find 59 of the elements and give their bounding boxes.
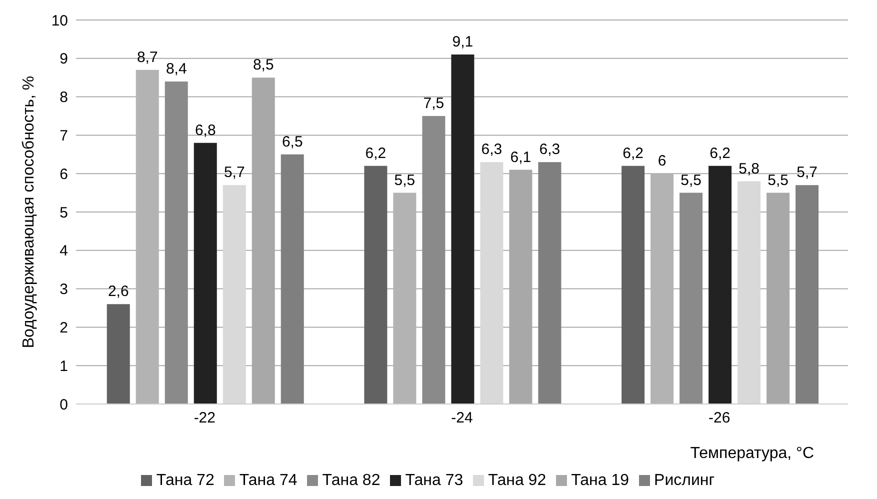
x-axis-title: Температура, °C (690, 445, 814, 462)
data-label: 2,6 (108, 283, 129, 300)
data-label: 5,7 (796, 164, 818, 182)
bar (622, 166, 645, 404)
data-label: 5,5 (768, 172, 788, 189)
data-label: 6,2 (710, 144, 730, 162)
data-label: 6,8 (194, 122, 216, 139)
data-label: 8,4 (166, 60, 187, 78)
bar (164, 81, 188, 404)
bar (538, 162, 562, 404)
data-label: 7,5 (423, 95, 444, 112)
y-tick-label: 8 (60, 89, 68, 106)
bar (680, 192, 703, 404)
legend-label: Тана 74 (239, 472, 298, 489)
data-label: 6,3 (481, 141, 502, 158)
bar (222, 185, 246, 404)
y-tick-label: 5 (60, 204, 68, 222)
y-axis-title: Водоудерживающая способность, % (20, 76, 38, 348)
x-tick-label: -22 (194, 410, 216, 427)
legend-label: Тана 72 (156, 472, 214, 489)
data-label: 8,5 (252, 56, 274, 74)
bar (364, 166, 388, 404)
bar (280, 154, 304, 404)
legend-label: Тана 82 (322, 472, 380, 489)
data-label: 9,1 (452, 34, 474, 51)
bar (451, 54, 474, 404)
legend-label: Тана 19 (571, 472, 630, 489)
legend-label: Тана 92 (488, 472, 546, 489)
legend-label: Тана 73 (405, 472, 464, 489)
data-label: 6,5 (282, 133, 303, 150)
data-label: 6,2 (365, 144, 386, 162)
bar (480, 162, 504, 404)
data-label: 6,2 (622, 144, 644, 162)
data-label: 5,7 (224, 164, 245, 182)
data-label: 8,7 (136, 48, 158, 66)
y-tick-label: 3 (60, 281, 68, 298)
data-label: 5,5 (394, 172, 416, 189)
bar (106, 304, 130, 404)
bar (422, 116, 446, 404)
data-label: 5,8 (738, 160, 760, 178)
bar (194, 142, 217, 404)
data-label: 6,3 (539, 141, 560, 158)
bar (796, 185, 819, 404)
x-tick-label: -26 (708, 410, 730, 427)
data-label: 6,1 (510, 148, 532, 166)
data-label: 6 (658, 152, 666, 170)
data-label: 5,5 (680, 172, 702, 189)
legend-label: Рислинг (654, 472, 715, 489)
y-tick-label: 10 (51, 12, 68, 30)
y-tick-label: 1 (60, 358, 68, 375)
x-tick-label: -24 (451, 410, 473, 427)
y-tick-label: 0 (60, 396, 68, 414)
y-tick-label: 2 (60, 320, 68, 337)
y-tick-label: 4 (60, 242, 68, 260)
y-tick-label: 6 (60, 166, 68, 183)
bar (738, 181, 761, 404)
y-tick-label: 9 (60, 50, 68, 68)
y-tick-label: 7 (60, 128, 68, 145)
bar (708, 166, 732, 404)
